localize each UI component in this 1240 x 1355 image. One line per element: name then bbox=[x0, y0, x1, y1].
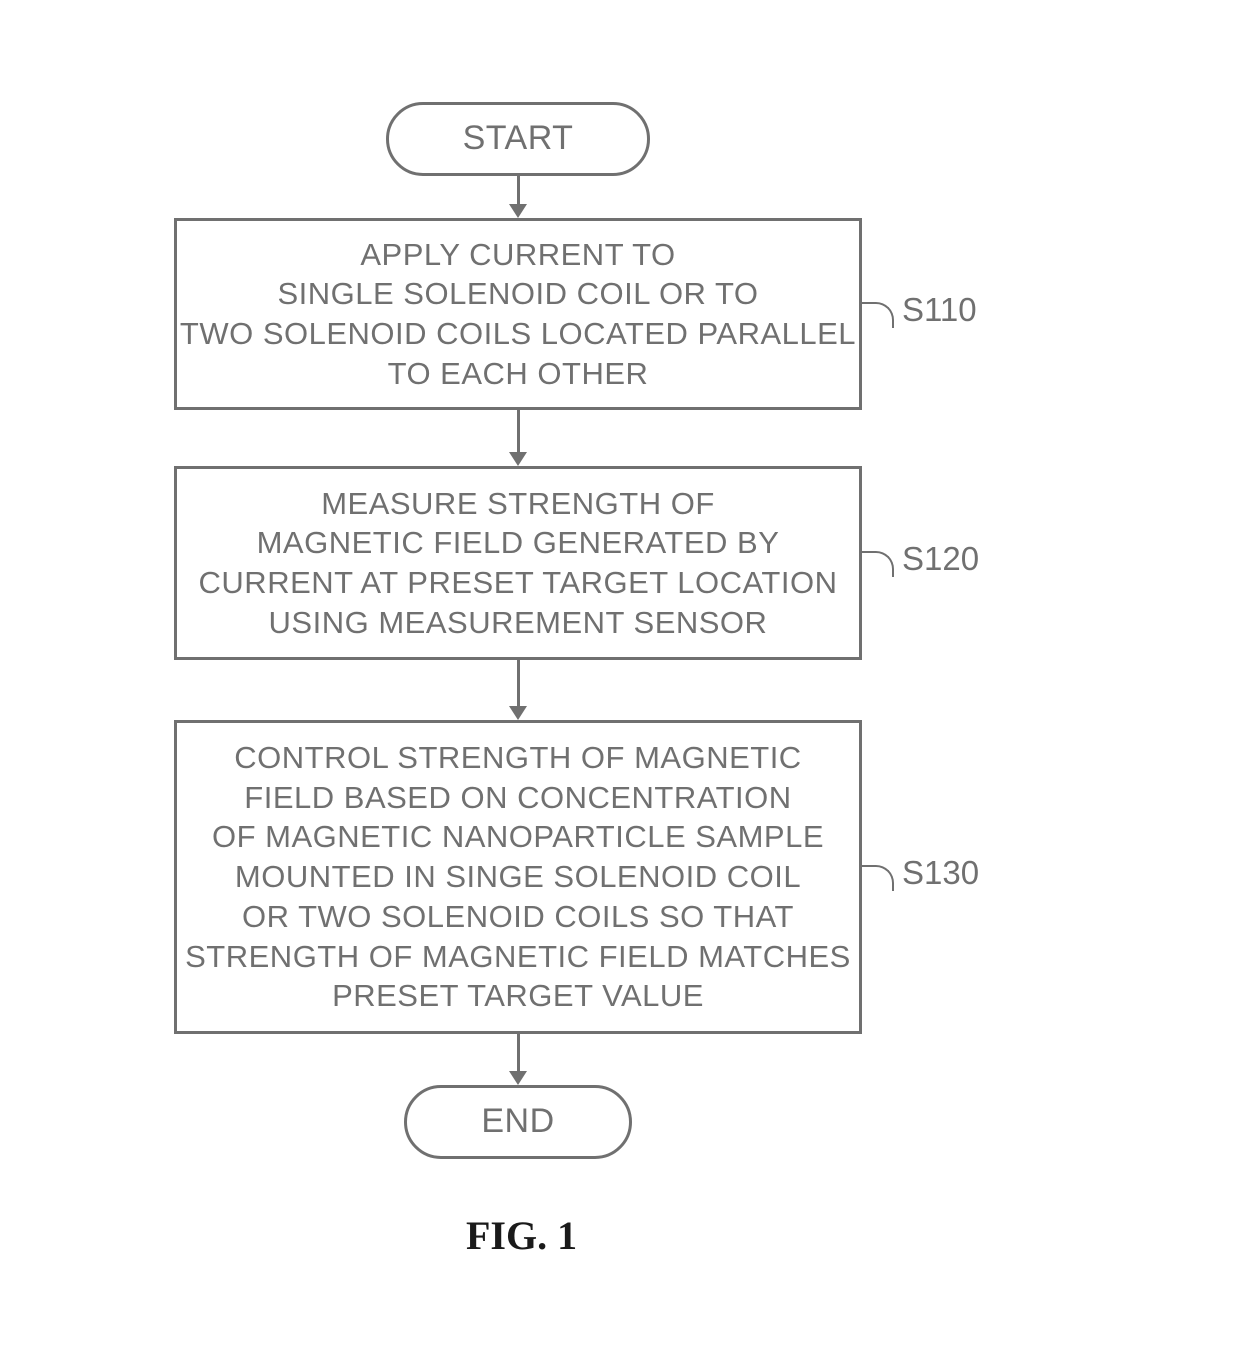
arrow-head bbox=[509, 1071, 527, 1085]
terminator-start-label: START bbox=[463, 117, 574, 161]
figure-caption: FIG. 1 bbox=[466, 1212, 577, 1259]
process-s120: MEASURE STRENGTH OF MAGNETIC FIELD GENER… bbox=[174, 466, 862, 660]
leader-line bbox=[862, 302, 894, 328]
side-label-s130: S130 bbox=[902, 854, 979, 892]
process-s110: APPLY CURRENT TO SINGLE SOLENOID COIL OR… bbox=[174, 218, 862, 410]
flowchart-canvas: START APPLY CURRENT TO SINGLE SOLENOID C… bbox=[0, 0, 1240, 1355]
leader-line bbox=[862, 865, 894, 891]
terminator-end-label: END bbox=[481, 1100, 554, 1144]
process-s120-text: MEASURE STRENGTH OF MAGNETIC FIELD GENER… bbox=[199, 484, 838, 643]
process-s110-text: APPLY CURRENT TO SINGLE SOLENOID COIL OR… bbox=[180, 235, 856, 394]
figure-caption-text: FIG. 1 bbox=[466, 1213, 577, 1258]
arrow-head bbox=[509, 204, 527, 218]
leader-line bbox=[862, 551, 894, 577]
process-s130: CONTROL STRENGTH OF MAGNETIC FIELD BASED… bbox=[174, 720, 862, 1034]
side-label-s120-text: S120 bbox=[902, 540, 979, 577]
side-label-s120: S120 bbox=[902, 540, 979, 578]
terminator-start: START bbox=[386, 102, 650, 176]
arrow-head bbox=[509, 452, 527, 466]
side-label-s110-text: S110 bbox=[902, 291, 977, 328]
arrow-line bbox=[517, 176, 520, 206]
side-label-s110: S110 bbox=[902, 291, 977, 329]
arrow-line bbox=[517, 660, 520, 708]
side-label-s130-text: S130 bbox=[902, 854, 979, 891]
arrow-head bbox=[509, 706, 527, 720]
arrow-line bbox=[517, 410, 520, 454]
arrow-line bbox=[517, 1034, 520, 1074]
terminator-end: END bbox=[404, 1085, 632, 1159]
process-s130-text: CONTROL STRENGTH OF MAGNETIC FIELD BASED… bbox=[185, 738, 851, 1016]
